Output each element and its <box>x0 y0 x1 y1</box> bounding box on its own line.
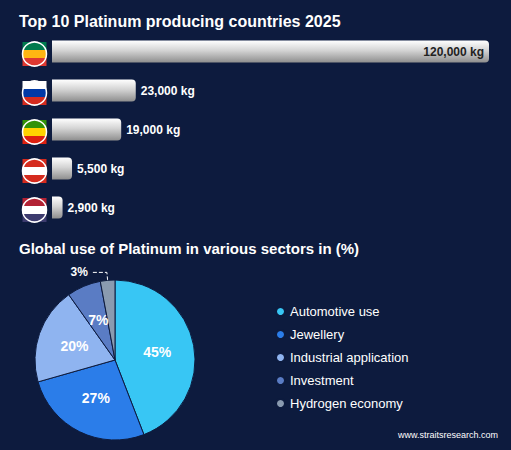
svg-text:7%: 7% <box>88 312 109 328</box>
svg-text:3%: 3% <box>71 265 89 279</box>
svg-text:2,900 kg: 2,900 kg <box>68 201 115 215</box>
svg-text:120,000 kg: 120,000 kg <box>423 45 484 59</box>
svg-text:Hydrogen economy: Hydrogen economy <box>290 396 403 411</box>
svg-text:Top 10 Platinum producing coun: Top 10 Platinum producing countries 2025 <box>19 13 341 30</box>
svg-text:www.straitsresearch.com: www.straitsresearch.com <box>397 430 498 440</box>
svg-text:5,500 kg: 5,500 kg <box>77 162 124 176</box>
svg-text:20%: 20% <box>60 338 89 354</box>
svg-text:19,000 kg: 19,000 kg <box>126 123 180 137</box>
svg-text:23,000 kg: 23,000 kg <box>141 84 195 98</box>
svg-text:Jewellery: Jewellery <box>290 327 345 342</box>
svg-text:Industrial application: Industrial application <box>290 350 409 365</box>
svg-text:Investment: Investment <box>290 373 354 388</box>
svg-text:27%: 27% <box>82 390 111 406</box>
svg-text:45%: 45% <box>143 344 172 360</box>
svg-text:Global use of Platinum in vari: Global use of Platinum in various sector… <box>19 240 359 257</box>
svg-text:Automotive use: Automotive use <box>290 304 380 319</box>
